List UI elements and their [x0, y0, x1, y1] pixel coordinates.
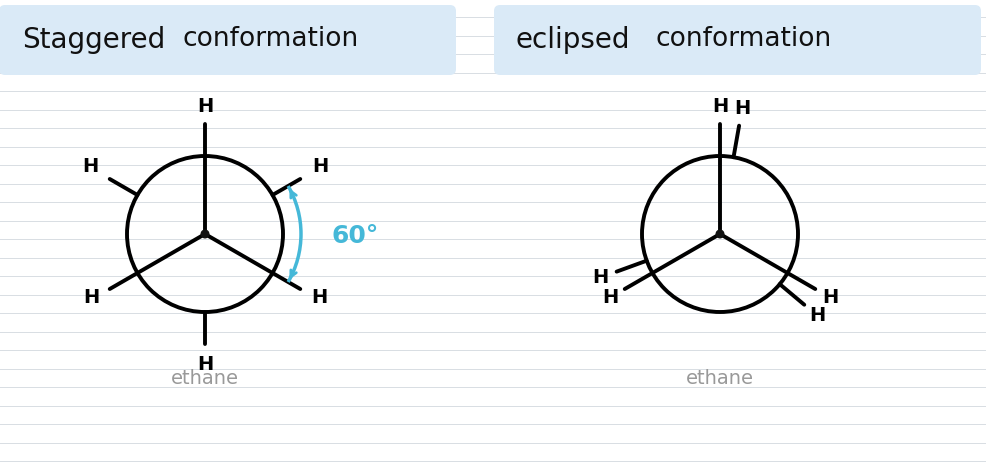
Text: H: H: [734, 99, 750, 119]
Text: ethane: ethane: [171, 369, 239, 388]
Text: H: H: [197, 98, 213, 117]
Text: H: H: [312, 157, 328, 176]
FancyBboxPatch shape: [0, 5, 456, 75]
Text: conformation: conformation: [182, 27, 358, 52]
Text: ethane: ethane: [686, 369, 754, 388]
Text: H: H: [83, 288, 100, 307]
Text: H: H: [593, 268, 608, 287]
Circle shape: [201, 230, 209, 238]
Text: H: H: [712, 98, 728, 117]
Circle shape: [716, 230, 724, 238]
Text: Staggered: Staggered: [22, 26, 166, 53]
Text: H: H: [82, 157, 99, 176]
Text: H: H: [197, 356, 213, 375]
FancyBboxPatch shape: [494, 5, 981, 75]
Text: 60°: 60°: [331, 224, 379, 248]
Text: H: H: [810, 306, 825, 325]
Text: conformation: conformation: [655, 27, 831, 52]
Text: H: H: [822, 288, 838, 307]
Text: eclipsed: eclipsed: [515, 26, 629, 53]
Text: H: H: [601, 288, 618, 307]
Text: H: H: [311, 288, 327, 307]
